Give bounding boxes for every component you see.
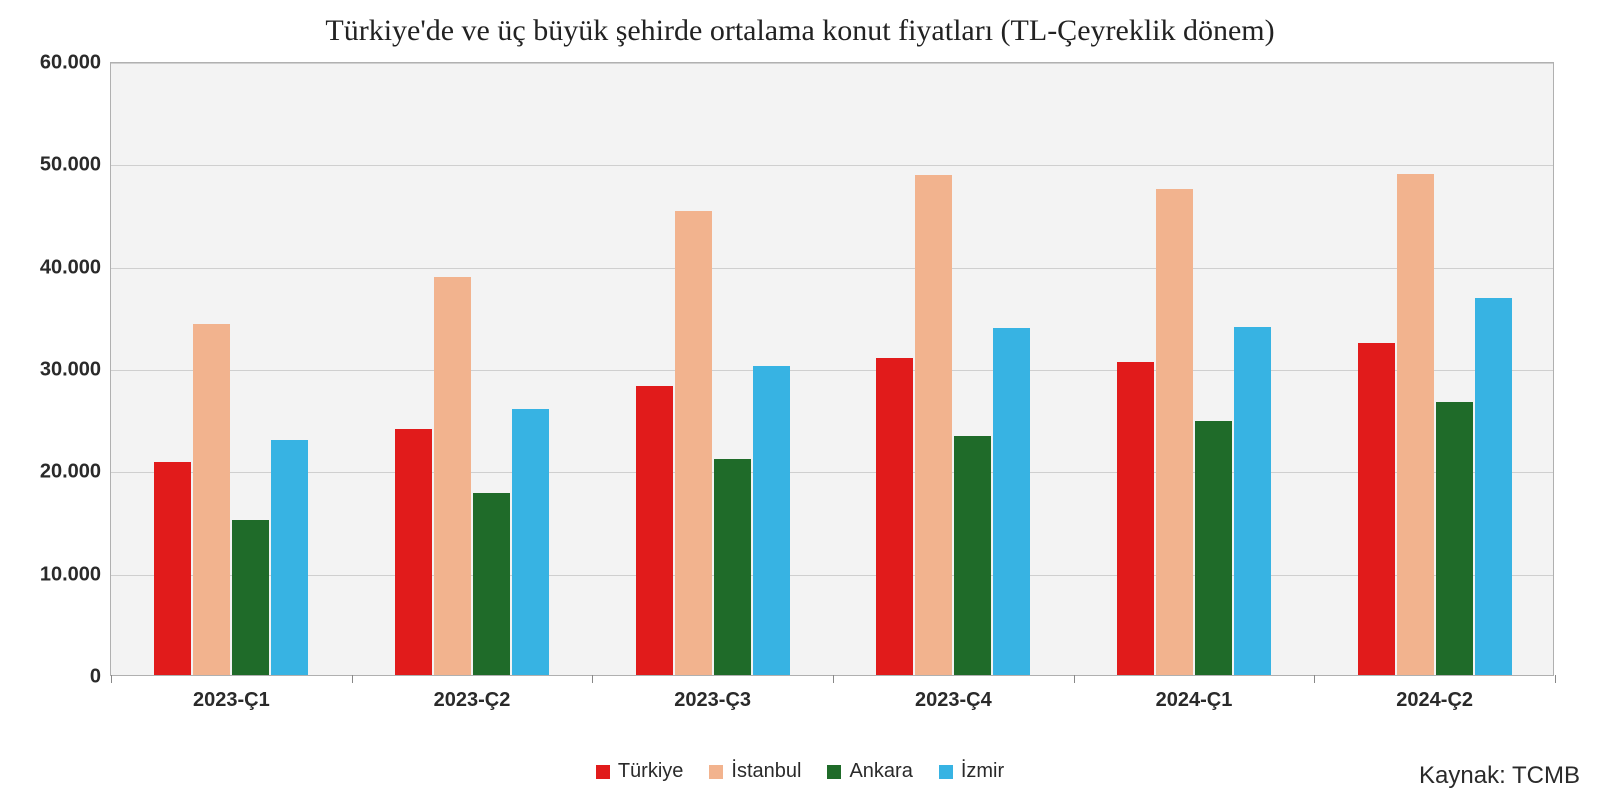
y-tick-label: 40.000	[40, 256, 101, 279]
chart-title: Türkiye'de ve üç büyük şehirde ortalama …	[0, 14, 1600, 48]
legend-swatch	[939, 765, 953, 779]
bar-ankara	[232, 520, 269, 675]
y-tick-label: 20.000	[40, 461, 101, 484]
bar-group: 2024-Ç1	[1074, 63, 1315, 675]
bar-ankara	[1195, 421, 1232, 675]
bar-turkiye	[876, 358, 913, 675]
bar-group: 2024-Ç2	[1314, 63, 1555, 675]
bar-group: 2023-Ç3	[592, 63, 833, 675]
bar-izmir	[1475, 298, 1512, 675]
y-tick-label: 50.000	[40, 154, 101, 177]
bar-ankara	[1436, 402, 1473, 675]
y-tick-label: 30.000	[40, 359, 101, 382]
bar-group: 2023-Ç1	[111, 63, 352, 675]
chart-container: Türkiye'de ve üç büyük şehirde ortalama …	[0, 0, 1600, 808]
bar-istanbul	[193, 324, 230, 675]
bar-istanbul	[675, 211, 712, 675]
bar-istanbul	[915, 175, 952, 675]
legend-label: Türkiye	[618, 760, 684, 783]
bar-izmir	[271, 440, 308, 675]
bar-izmir	[993, 328, 1030, 675]
x-tick-mark	[592, 675, 593, 683]
bar-istanbul	[1397, 174, 1434, 675]
bar-ankara	[954, 436, 991, 675]
x-tick-label: 2023-Ç3	[674, 689, 751, 712]
x-tick-mark	[833, 675, 834, 683]
x-tick-mark	[111, 675, 112, 683]
x-tick-mark	[352, 675, 353, 683]
legend-item-turkiye: Türkiye	[596, 760, 684, 783]
bar-istanbul	[1156, 189, 1193, 675]
bar-group: 2023-Ç2	[352, 63, 593, 675]
x-tick-mark	[1555, 675, 1556, 683]
x-tick-label: 2024-Ç1	[1156, 689, 1233, 712]
legend-swatch	[596, 765, 610, 779]
x-tick-label: 2024-Ç2	[1396, 689, 1473, 712]
legend-label: Ankara	[849, 760, 912, 783]
bar-ankara	[714, 459, 751, 675]
x-tick-label: 2023-Ç1	[193, 689, 270, 712]
legend-swatch	[827, 765, 841, 779]
bar-turkiye	[154, 462, 191, 675]
legend-item-istanbul: İstanbul	[709, 760, 801, 783]
bar-izmir	[753, 366, 790, 675]
legend-label: İzmir	[961, 760, 1004, 783]
legend: Türkiye İstanbul Ankara İzmir	[0, 760, 1600, 783]
legend-label: İstanbul	[731, 760, 801, 783]
bar-ankara	[473, 493, 510, 675]
bar-istanbul	[434, 277, 471, 675]
legend-item-ankara: Ankara	[827, 760, 912, 783]
bar-turkiye	[1358, 343, 1395, 675]
x-tick-label: 2023-Ç2	[434, 689, 511, 712]
y-tick-label: 10.000	[40, 563, 101, 586]
bar-turkiye	[395, 429, 432, 675]
legend-swatch	[709, 765, 723, 779]
bar-group: 2023-Ç4	[833, 63, 1074, 675]
x-tick-mark	[1074, 675, 1075, 683]
x-tick-label: 2023-Ç4	[915, 689, 992, 712]
bar-turkiye	[1117, 362, 1154, 675]
legend-item-izmir: İzmir	[939, 760, 1004, 783]
bar-turkiye	[636, 386, 673, 675]
source-label: Kaynak: TCMB	[1419, 762, 1580, 790]
x-tick-mark	[1314, 675, 1315, 683]
plot-area: 010.00020.00030.00040.00050.00060.000202…	[110, 62, 1554, 676]
y-tick-label: 60.000	[40, 52, 101, 75]
y-tick-label: 0	[90, 666, 101, 689]
bar-izmir	[512, 409, 549, 675]
bar-izmir	[1234, 327, 1271, 675]
